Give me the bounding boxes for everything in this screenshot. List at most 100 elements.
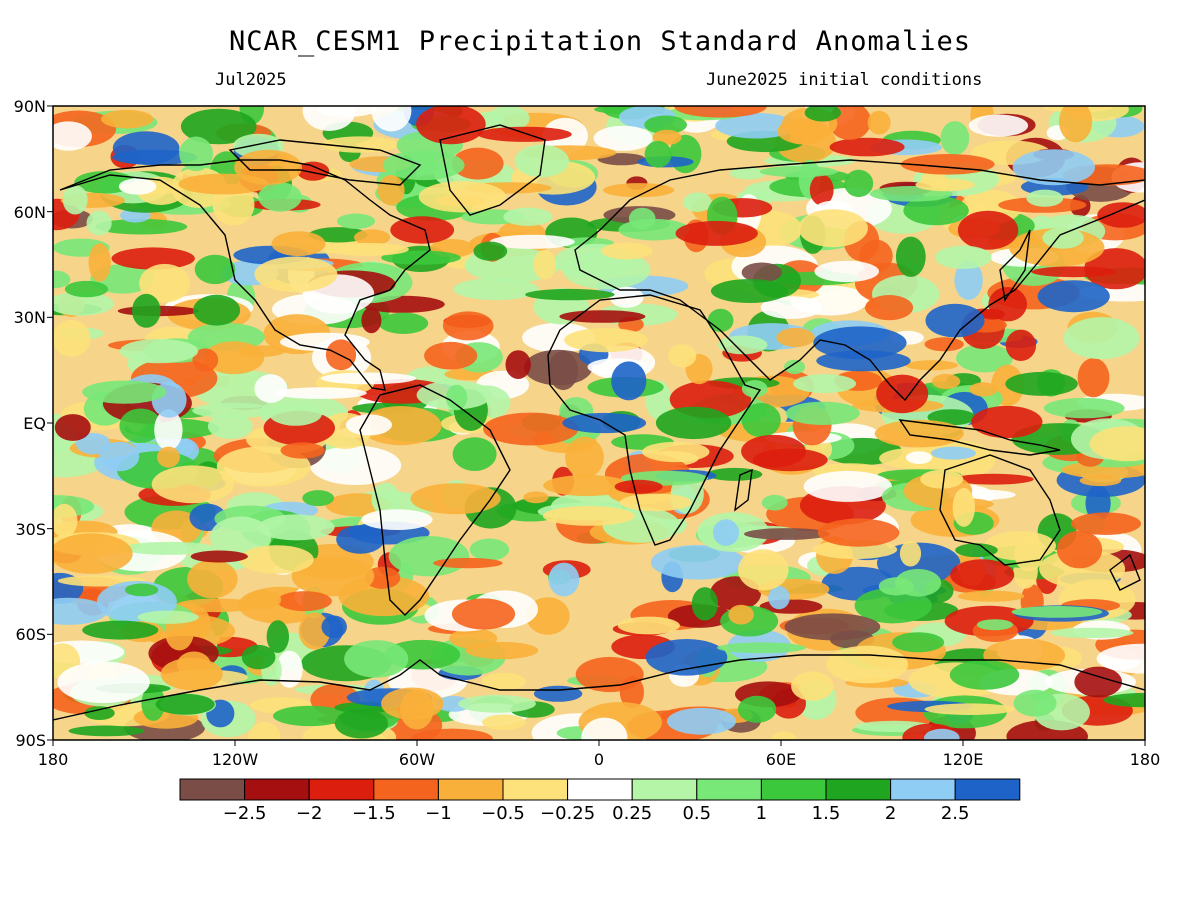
anomaly-patch [192, 348, 219, 372]
anomaly-patch [717, 642, 806, 654]
anomaly-patch [336, 213, 376, 229]
anomaly-patch [593, 125, 653, 151]
anomaly-patch [57, 661, 150, 704]
anomaly-patch [378, 312, 429, 334]
anomaly-patch [741, 403, 781, 438]
colorbar-label: −2 [295, 803, 323, 824]
lat-label-30s: 30S [15, 520, 46, 539]
anomaly-patch [137, 610, 199, 624]
anomaly-patch [925, 303, 985, 338]
anomaly-patch [1031, 266, 1117, 278]
antarctica-coastline [53, 654, 1145, 721]
anomaly-patch [798, 209, 868, 248]
anomaly-patch [829, 137, 905, 157]
anomaly-patch [525, 288, 615, 301]
anomaly-patch [1012, 149, 1095, 186]
lon-label-180e: 180 [1129, 750, 1161, 769]
anomaly-patch [187, 559, 238, 599]
anomaly-patch [433, 557, 503, 569]
anomaly-patch [276, 650, 303, 688]
anomaly-patch [390, 216, 455, 244]
anomaly-patch [1097, 202, 1145, 228]
anomaly-patch [180, 108, 257, 145]
anomaly-patch [644, 115, 687, 135]
anomaly-patch [619, 493, 693, 512]
anomaly-patch [738, 549, 789, 591]
anomaly-patch [895, 236, 926, 277]
anomaly-patch [952, 487, 975, 527]
colorbar-label: −1 [425, 803, 452, 824]
anomaly-patch [377, 175, 405, 206]
colorbar-swatch [502, 778, 569, 801]
anomaly-patch [317, 106, 377, 117]
anomaly-patch [411, 728, 493, 740]
anomaly-patch [548, 350, 579, 391]
anomaly-patch [878, 577, 915, 596]
anomaly-patch [216, 446, 311, 487]
anomaly-patch [132, 293, 161, 328]
anomaly-patch [239, 545, 314, 574]
anomaly-patch [280, 442, 325, 459]
anomaly-patch [611, 361, 647, 401]
anomaly-patch [53, 533, 133, 574]
colorbar-swatch [308, 778, 375, 801]
anomaly-patch [737, 695, 777, 723]
anomaly-patch [53, 319, 91, 357]
anomaly-patch [160, 657, 223, 691]
anomaly-patch [193, 294, 241, 326]
colorbar-swatch [825, 778, 892, 801]
anomaly-patch [258, 182, 302, 212]
anomaly-patch [927, 409, 976, 426]
anomaly-patch [955, 543, 998, 558]
anomaly-patch [728, 604, 754, 625]
anomaly-patch [112, 131, 180, 165]
anomaly-patch [266, 620, 289, 653]
anomaly-patch [482, 714, 526, 730]
anomaly-patch [1084, 248, 1145, 290]
anomaly-patch [1026, 189, 1064, 207]
anomaly-patch [320, 372, 417, 385]
anomaly-patch [915, 178, 975, 192]
anomaly-patch [458, 694, 536, 713]
anomaly-patch [1043, 397, 1125, 419]
anomaly-patch [817, 518, 900, 547]
anomaly-patch [712, 519, 740, 546]
anomaly-patch [273, 705, 347, 727]
anomaly-patch [210, 516, 272, 558]
arctic-islands-coastline [228, 139, 422, 186]
anomaly-patch [666, 707, 737, 735]
lat-label-90s: 90S [15, 731, 46, 750]
anomaly-patch [254, 374, 288, 403]
colorbar-swatch [954, 778, 1021, 801]
anomaly-patch [691, 587, 719, 621]
anomaly-patch [254, 256, 338, 293]
anomaly-patch [453, 278, 539, 301]
anomaly-patch [248, 721, 281, 740]
anomaly-patch [382, 150, 465, 181]
anomaly-patch [940, 121, 970, 156]
initial-conditions-label: June2025 initial conditions [706, 70, 983, 90]
anomaly-patch [118, 178, 157, 195]
lat-label-30n: 30N [13, 308, 46, 327]
anomaly-patch [274, 387, 367, 399]
anomaly-patch [1042, 227, 1084, 249]
anomaly-patch [548, 562, 580, 597]
anomaly-patch [953, 473, 1034, 485]
anomaly-patch [710, 279, 789, 303]
anomaly-patch [668, 344, 697, 368]
anomaly-patch [761, 494, 788, 511]
anomaly-patch [768, 585, 790, 610]
anomaly-patch [1037, 280, 1110, 313]
anomaly-patch [1005, 371, 1078, 396]
anomaly-patch [674, 106, 767, 118]
anomaly-patch [151, 465, 235, 504]
anomaly-patch [154, 409, 183, 451]
anomaly-patch [867, 110, 891, 135]
anomaly-patch [814, 260, 879, 283]
lon-label-60w: 60W [398, 750, 436, 769]
anomaly-patch [924, 703, 1015, 715]
anomaly-patch [980, 309, 1005, 320]
anomaly-patch [931, 446, 976, 460]
anomaly-patch [271, 231, 326, 257]
anomaly-patch [345, 414, 392, 436]
